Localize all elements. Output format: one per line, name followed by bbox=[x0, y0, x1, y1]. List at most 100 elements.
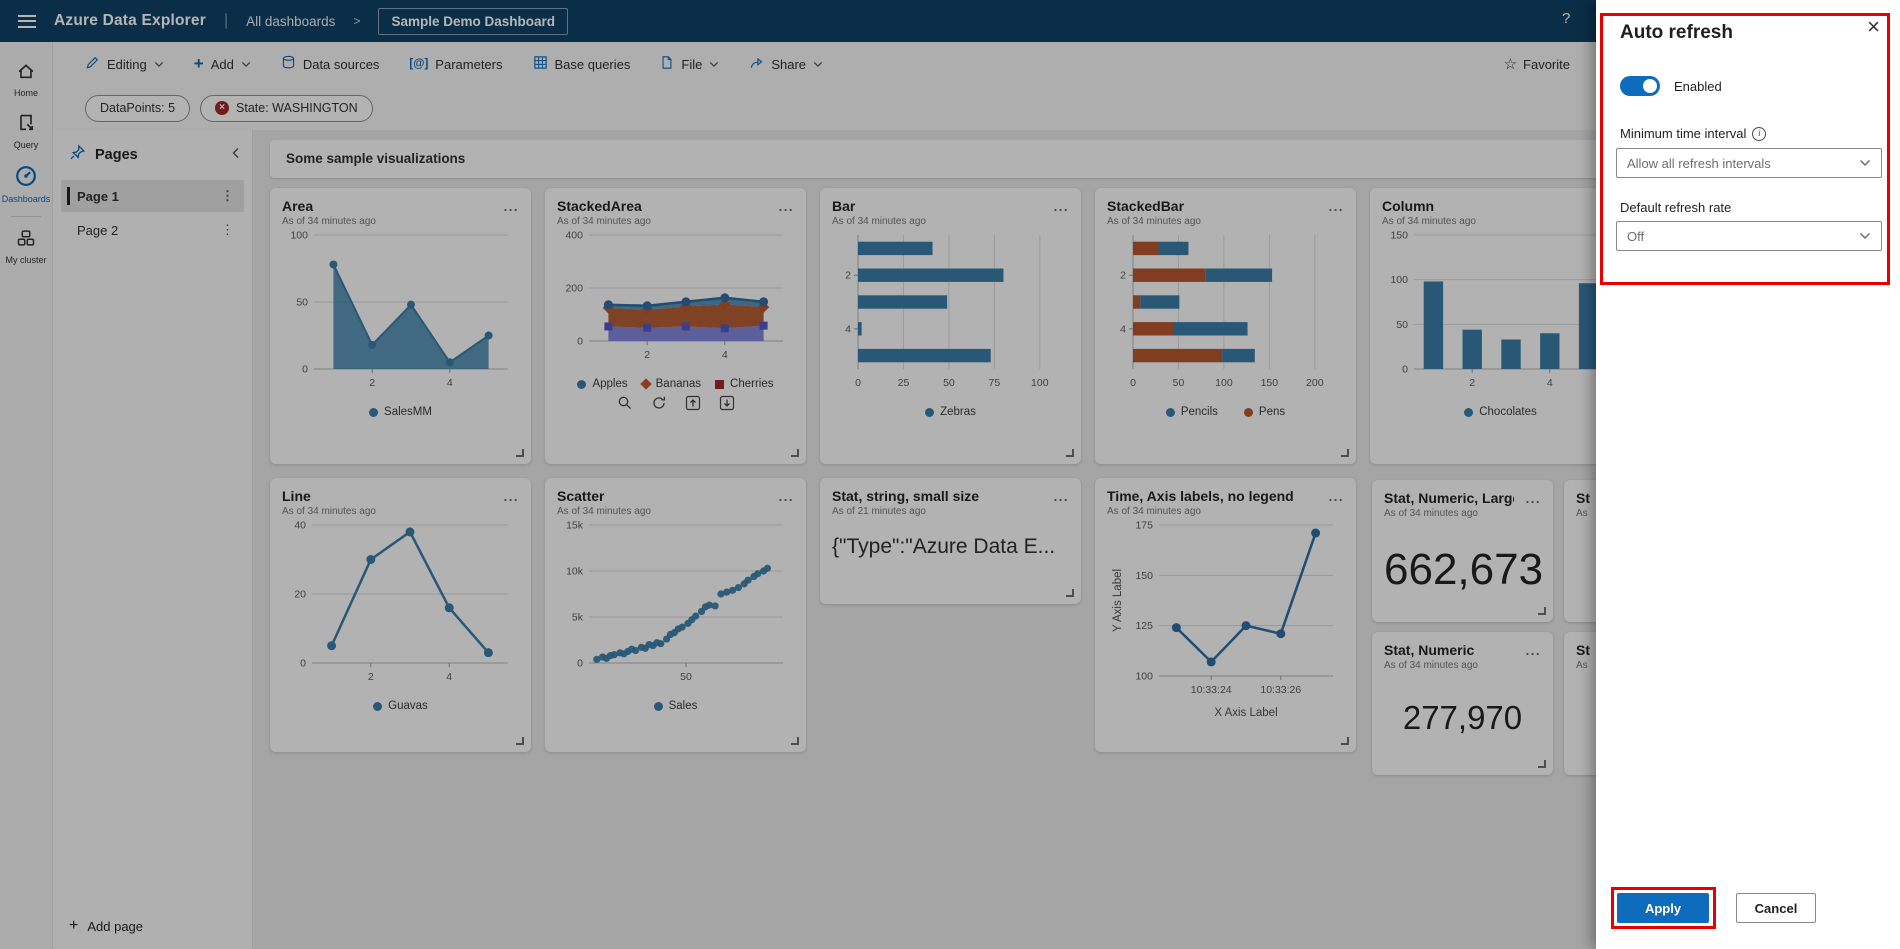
help-button[interactable]: ? bbox=[1562, 10, 1571, 27]
more-menu-icon[interactable]: ... bbox=[1525, 491, 1541, 506]
svg-text:50: 50 bbox=[1396, 319, 1408, 331]
tile-time-axis: Time, Axis labels, no legend As of 34 mi… bbox=[1095, 478, 1356, 752]
tile-title: Stat, Numeric, Large bbox=[1384, 490, 1514, 506]
resize-handle[interactable] bbox=[1066, 589, 1074, 597]
page-kebab-menu-icon[interactable]: ⋮ bbox=[221, 222, 234, 237]
tile-partial-bottom: St As bbox=[1564, 632, 1596, 775]
chart-legend: Zebras bbox=[832, 406, 1069, 418]
file-menu-button[interactable]: File bbox=[660, 55, 719, 73]
more-menu-icon[interactable]: ... bbox=[778, 489, 794, 504]
chevron-down-icon bbox=[813, 61, 823, 67]
dashboard-name-box[interactable]: Sample Demo Dashboard bbox=[378, 7, 568, 35]
share-menu-button[interactable]: Share bbox=[749, 55, 823, 73]
close-icon[interactable]: × bbox=[1867, 14, 1880, 39]
tile-title: St bbox=[1576, 490, 1590, 506]
more-menu-icon[interactable]: ... bbox=[1053, 489, 1069, 504]
tile-subtitle: As of 34 minutes ago bbox=[557, 506, 651, 517]
more-menu-icon[interactable]: ... bbox=[1328, 199, 1344, 214]
page-item-2[interactable]: Page 2 ⋮ bbox=[61, 214, 244, 246]
collapse-panel-icon[interactable] bbox=[231, 146, 240, 164]
add-menu-button[interactable]: + Add bbox=[194, 55, 251, 72]
resize-handle[interactable] bbox=[516, 737, 524, 745]
share-icon bbox=[749, 55, 764, 73]
svg-text:200: 200 bbox=[565, 283, 583, 295]
svg-text:X Axis Label: X Axis Label bbox=[1214, 707, 1277, 719]
more-menu-icon[interactable]: ... bbox=[503, 199, 519, 214]
tile-title: Area bbox=[282, 198, 314, 214]
resize-handle[interactable] bbox=[791, 737, 799, 745]
legend-item: Cherries bbox=[715, 378, 774, 390]
legend-item: Pens bbox=[1243, 406, 1285, 418]
stacked-bar-chart: 0 50 100 150 200 2 4 bbox=[1120, 235, 1324, 389]
svg-text:150: 150 bbox=[1390, 230, 1408, 242]
resize-handle[interactable] bbox=[516, 449, 524, 457]
page-kebab-menu-icon[interactable]: ⋮ bbox=[221, 188, 234, 203]
nav-query[interactable]: Query bbox=[0, 106, 53, 158]
tile-title: StackedArea bbox=[557, 198, 642, 214]
cluster-icon bbox=[16, 228, 36, 253]
tile-subtitle: As of 34 minutes ago bbox=[282, 216, 376, 227]
info-icon[interactable]: i bbox=[1752, 126, 1767, 141]
more-menu-icon[interactable]: ... bbox=[778, 199, 794, 214]
column-chart: 0 50 100 150 2 4 bbox=[1390, 230, 1596, 389]
more-menu-icon[interactable]: ... bbox=[503, 489, 519, 504]
breadcrumb-all-dashboards[interactable]: All dashboards bbox=[246, 13, 336, 29]
data-sources-button[interactable]: Data sources bbox=[281, 55, 379, 73]
svg-text:100: 100 bbox=[1215, 377, 1233, 389]
chevron-down-icon bbox=[241, 61, 251, 67]
resize-handle[interactable] bbox=[1538, 760, 1546, 768]
tile-column: Column As of 34 minutes ago ... 05010015… bbox=[1370, 188, 1596, 464]
svg-text:150: 150 bbox=[1261, 377, 1279, 389]
svg-text:50: 50 bbox=[680, 671, 692, 683]
markdown-text-tile: Some sample visualizations bbox=[270, 140, 1596, 178]
svg-text:2: 2 bbox=[368, 671, 374, 683]
pages-title: Pages bbox=[95, 147, 138, 163]
refresh-rate-dropdown[interactable]: Off bbox=[1616, 221, 1882, 251]
enabled-toggle[interactable] bbox=[1620, 76, 1660, 96]
nav-dashboards[interactable]: Dashboards bbox=[0, 158, 53, 212]
nav-label: Home bbox=[13, 88, 38, 98]
plus-icon: + bbox=[69, 917, 79, 934]
hamburger-menu-icon[interactable] bbox=[18, 14, 36, 28]
resize-handle[interactable] bbox=[1538, 607, 1546, 615]
nav-label: Query bbox=[13, 140, 39, 150]
min-interval-dropdown[interactable]: Allow all refresh intervals bbox=[1616, 148, 1882, 178]
dashboard-canvas: Some sample visualizations Area As of 34… bbox=[253, 130, 1596, 949]
svg-text:15k: 15k bbox=[566, 520, 584, 532]
nav-my-cluster[interactable]: My cluster bbox=[0, 221, 53, 273]
apply-button[interactable]: Apply bbox=[1617, 893, 1709, 923]
favorite-button[interactable]: ☆ Favorite bbox=[1504, 42, 1570, 86]
page-item-1[interactable]: Page 1 ⋮ bbox=[61, 180, 244, 212]
base-queries-button[interactable]: Base queries bbox=[533, 55, 631, 73]
resize-handle[interactable] bbox=[1341, 737, 1349, 745]
resize-handle[interactable] bbox=[1341, 449, 1349, 457]
move-up-icon[interactable] bbox=[685, 395, 701, 411]
more-menu-icon[interactable]: ... bbox=[1053, 199, 1069, 214]
chip-label: DataPoints: 5 bbox=[100, 101, 176, 115]
move-down-icon[interactable] bbox=[719, 395, 735, 411]
cancel-button[interactable]: Cancel bbox=[1736, 893, 1816, 923]
filter-chip-datapoints[interactable]: DataPoints: 5 bbox=[85, 94, 191, 122]
svg-text:50: 50 bbox=[296, 297, 308, 309]
file-icon bbox=[660, 55, 674, 73]
parameters-button[interactable]: [@] Parameters bbox=[409, 57, 502, 72]
base-queries-label: Base queries bbox=[554, 56, 631, 72]
filter-chip-state[interactable]: × State: WASHINGTON bbox=[200, 94, 373, 122]
file-label: File bbox=[681, 56, 703, 72]
more-menu-icon[interactable]: ... bbox=[1328, 489, 1344, 504]
svg-text:0: 0 bbox=[855, 377, 861, 389]
editing-menu-button[interactable]: Editing bbox=[85, 55, 164, 73]
tile-title: Line bbox=[282, 488, 311, 504]
add-page-button[interactable]: + Add page bbox=[69, 917, 143, 935]
svg-text:4: 4 bbox=[1120, 323, 1126, 335]
zoom-search-icon[interactable] bbox=[617, 395, 633, 411]
svg-text:0: 0 bbox=[577, 658, 583, 670]
tile-subtitle: As of 34 minutes ago bbox=[1382, 216, 1476, 227]
resize-handle[interactable] bbox=[791, 449, 799, 457]
add-label: Add bbox=[210, 56, 234, 72]
more-menu-icon[interactable]: ... bbox=[1525, 643, 1541, 658]
legend-item: Zebras bbox=[925, 406, 976, 418]
nav-home[interactable]: Home bbox=[0, 54, 53, 106]
resize-handle[interactable] bbox=[1066, 449, 1074, 457]
refresh-icon[interactable] bbox=[651, 395, 667, 411]
